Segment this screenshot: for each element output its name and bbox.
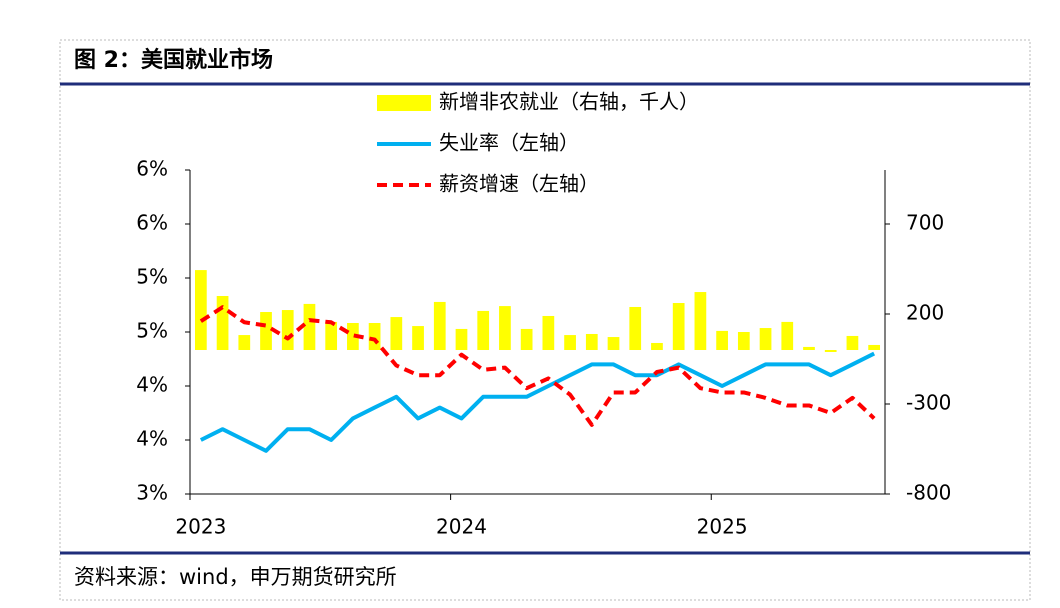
bar — [585, 333, 598, 350]
bar — [868, 344, 881, 350]
bar — [542, 315, 555, 350]
bar — [781, 321, 794, 350]
y2-tick-label: 700 — [906, 211, 944, 235]
legend-label: 薪资增速（左轴） — [439, 172, 599, 196]
bar — [846, 335, 859, 350]
bar — [238, 335, 251, 350]
bar — [216, 296, 229, 350]
source-note: 资料来源：wind，申万期货研究所 — [74, 565, 397, 589]
bar — [260, 312, 272, 350]
y-tick-label: 6% — [136, 211, 168, 235]
y2-tick-label: -800 — [906, 481, 951, 505]
bar — [737, 332, 750, 350]
line-series — [199, 305, 876, 427]
y-tick-label: 5% — [136, 265, 168, 289]
y2-tick-label: 200 — [906, 301, 944, 325]
x-tick-label: 2024 — [436, 515, 487, 539]
bar — [347, 323, 359, 350]
chart-title: 图 2：美国就业市场 — [74, 47, 273, 73]
bar — [694, 292, 707, 350]
y2-tick-label: -300 — [906, 391, 951, 415]
bar — [520, 328, 533, 350]
legend-label: 新增非农就业（右轴，千人） — [439, 90, 699, 114]
bar — [368, 323, 381, 350]
bar — [433, 301, 446, 350]
x-tick-label: 2023 — [175, 515, 226, 539]
bar — [759, 328, 772, 350]
bar — [803, 346, 815, 350]
bar — [607, 337, 620, 350]
y-tick-label: 5% — [136, 319, 168, 343]
bar — [824, 350, 837, 352]
bar — [564, 335, 576, 350]
y-tick-label: 3% — [136, 481, 168, 505]
y-tick-label: 4% — [136, 373, 168, 397]
bar — [455, 328, 468, 350]
legend-swatch — [377, 95, 431, 111]
bar — [499, 306, 511, 350]
bar — [281, 310, 294, 350]
bar — [194, 270, 207, 350]
bar — [716, 330, 728, 350]
bar — [303, 303, 316, 350]
bar — [477, 310, 490, 350]
bar — [672, 303, 685, 350]
y-tick-label: 4% — [136, 427, 168, 451]
bar — [325, 321, 338, 350]
bar — [390, 317, 403, 350]
x-tick-label: 2025 — [697, 515, 748, 539]
bar — [629, 306, 642, 350]
bar — [651, 342, 663, 350]
bar — [412, 326, 424, 350]
y-tick-label: 6% — [136, 157, 168, 181]
legend-label: 失业率（左轴） — [439, 131, 579, 155]
line-series — [199, 351, 876, 453]
